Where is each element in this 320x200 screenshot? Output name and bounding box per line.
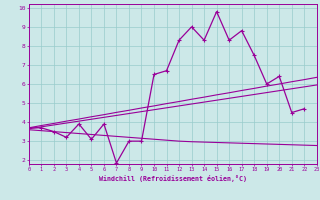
X-axis label: Windchill (Refroidissement éolien,°C): Windchill (Refroidissement éolien,°C) <box>99 175 247 182</box>
